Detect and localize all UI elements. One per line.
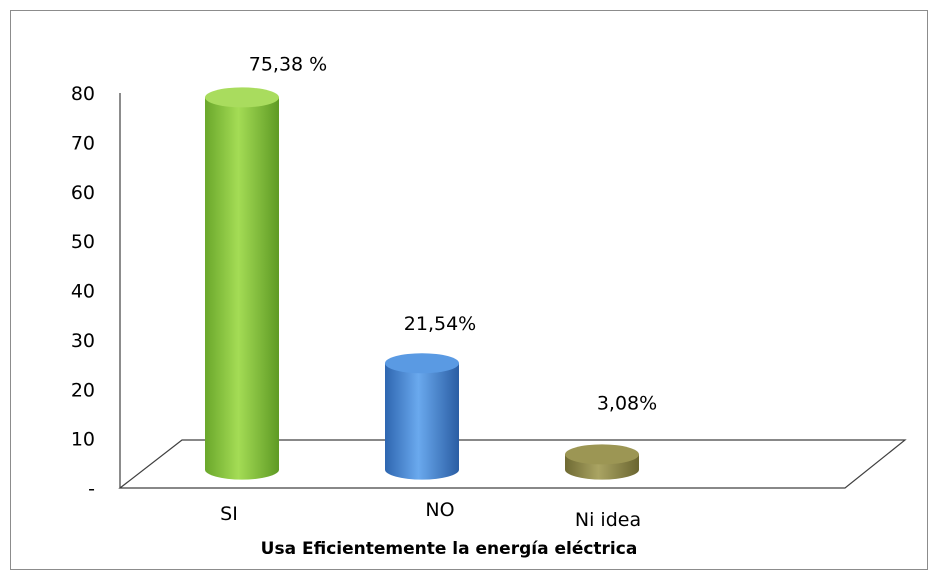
y-tick-label: 50 xyxy=(71,231,95,253)
y-tick-label: 80 xyxy=(71,83,95,105)
y-tick-label: 40 xyxy=(71,281,95,303)
data-label: 3,08% xyxy=(597,392,657,414)
chart-floor xyxy=(118,439,907,489)
category-labels: SI NO Ni idea xyxy=(220,499,641,531)
category-label: SI xyxy=(220,503,238,525)
y-tick-label: 20 xyxy=(71,379,95,401)
bar xyxy=(385,353,459,480)
x-axis-title: Usa Eficientemente la energía eléctrica xyxy=(261,539,638,559)
data-label: 21,54% xyxy=(404,313,476,335)
y-tick-label: 60 xyxy=(71,182,95,204)
y-tick-label: - xyxy=(88,478,95,500)
bar-top xyxy=(565,444,639,465)
bar xyxy=(205,87,279,480)
bar-body xyxy=(205,97,279,480)
bar-top xyxy=(385,353,459,374)
y-tick-label: 30 xyxy=(71,330,95,352)
bar-body xyxy=(385,363,459,480)
bar-top xyxy=(205,87,279,108)
y-tick-label: 10 xyxy=(71,429,95,451)
category-label: NO xyxy=(425,499,454,521)
data-label: 75,38 % xyxy=(249,53,328,75)
bar xyxy=(565,444,639,480)
bars xyxy=(205,87,639,480)
y-tick-label: 70 xyxy=(71,132,95,154)
y-axis-ticks: - 10 20 30 40 50 60 70 80 xyxy=(71,83,95,500)
chart-axes xyxy=(118,93,907,489)
data-labels: 75,38 % 21,54% 3,08% xyxy=(249,53,657,414)
category-label: Ni idea xyxy=(575,509,641,531)
